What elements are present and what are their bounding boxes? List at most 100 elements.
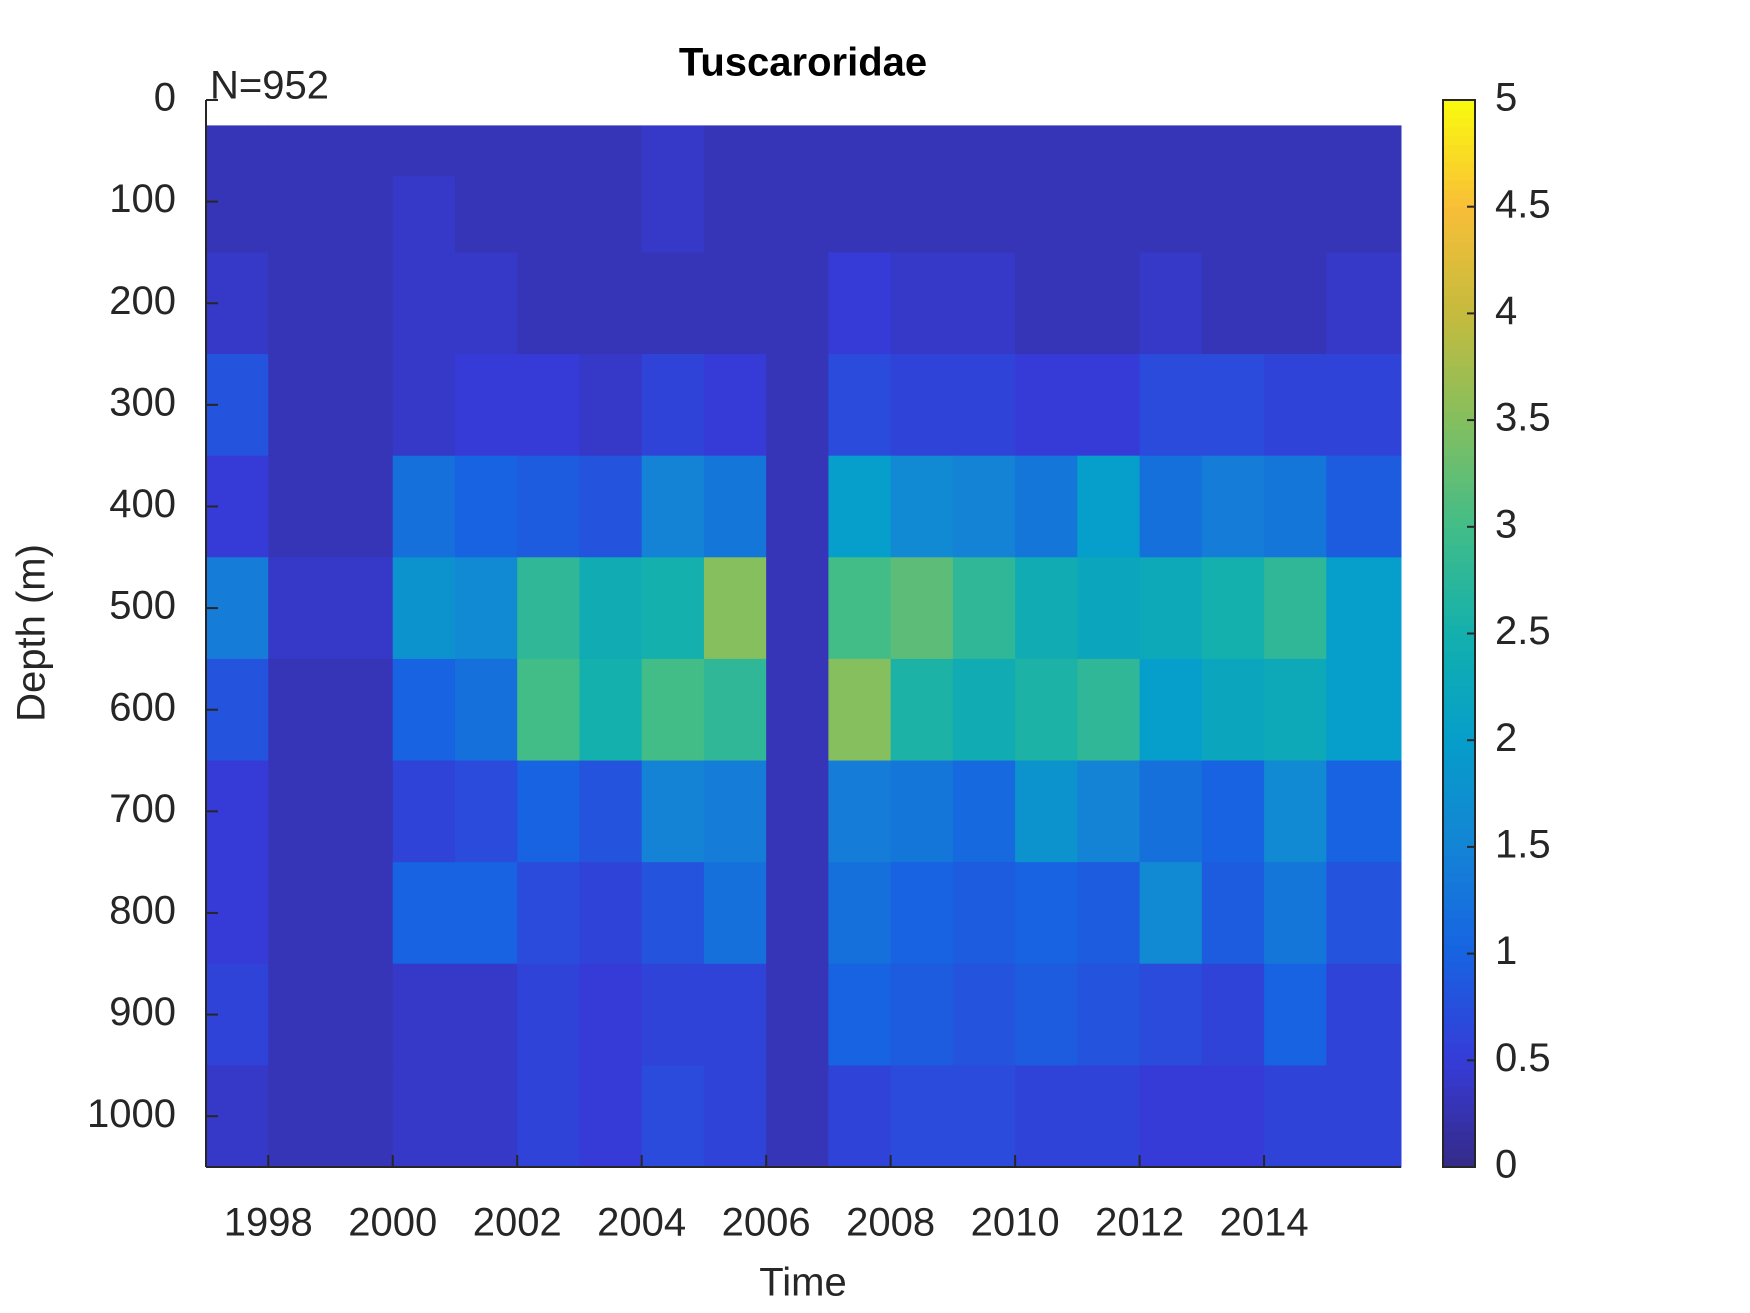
colorbar-swatch bbox=[1443, 1149, 1475, 1159]
heatmap-cell bbox=[1326, 557, 1402, 660]
colorbar-swatch bbox=[1443, 669, 1475, 679]
colorbar-swatch bbox=[1443, 926, 1475, 937]
colorbar-swatch bbox=[1443, 375, 1475, 386]
colorbar-tick-label: 5 bbox=[1495, 76, 1517, 120]
heatmap-cell bbox=[1139, 557, 1203, 660]
heatmap-cell bbox=[890, 1065, 954, 1168]
y-tick-label: 200 bbox=[109, 279, 176, 323]
heatmap-cell bbox=[1201, 252, 1265, 355]
colorbar-swatch bbox=[1443, 268, 1475, 279]
heatmap-cell bbox=[1139, 963, 1203, 1066]
heatmap-cell bbox=[890, 176, 954, 253]
colorbar-swatch bbox=[1443, 473, 1475, 483]
colorbar-swatch bbox=[1443, 918, 1475, 928]
colorbar-swatch bbox=[1443, 535, 1475, 546]
heatmap-cell bbox=[268, 455, 331, 558]
heatmap-cell bbox=[766, 1065, 829, 1168]
x-tick-label: 2002 bbox=[473, 1201, 562, 1245]
colorbar-swatch bbox=[1443, 180, 1475, 190]
colorbar-swatch bbox=[1443, 260, 1475, 270]
colorbar-swatch bbox=[1443, 277, 1475, 288]
heatmap-cell bbox=[641, 658, 705, 762]
heatmap-cell bbox=[766, 862, 829, 965]
colorbar-swatch bbox=[1443, 304, 1475, 314]
heatmap-cell bbox=[1015, 455, 1078, 558]
heatmap-cell bbox=[268, 125, 331, 177]
colorbar-swatch bbox=[1443, 695, 1475, 706]
colorbar-swatch bbox=[1443, 615, 1475, 626]
colorbar-swatch bbox=[1443, 1051, 1475, 1061]
heatmap-cell bbox=[392, 354, 456, 457]
heatmap-cell bbox=[1077, 862, 1141, 965]
heatmap-cell bbox=[890, 354, 954, 457]
x-tick-label: 2012 bbox=[1095, 1201, 1184, 1245]
colorbar-swatch bbox=[1443, 597, 1475, 608]
colorbar-swatch bbox=[1443, 820, 1475, 830]
heatmap-cell bbox=[1139, 658, 1203, 762]
colorbar-swatch bbox=[1443, 1078, 1475, 1088]
colorbar-tick-label: 1 bbox=[1495, 929, 1517, 973]
heatmap-cell bbox=[828, 963, 892, 1066]
heatmap-cell bbox=[1264, 760, 1327, 863]
heatmap-cell bbox=[952, 252, 1016, 355]
heatmap-cell bbox=[579, 176, 643, 253]
colorbar-swatch bbox=[1443, 651, 1475, 661]
heatmap-cell bbox=[1264, 125, 1327, 177]
heatmap-cell bbox=[268, 1065, 331, 1168]
colorbar-swatch bbox=[1443, 642, 1475, 652]
heatmap-cell bbox=[579, 455, 643, 558]
heatmap-cell bbox=[1015, 252, 1078, 355]
colorbar-tick-label: 1.5 bbox=[1495, 822, 1551, 866]
colorbar-swatch bbox=[1443, 322, 1475, 332]
heatmap-cell bbox=[330, 354, 394, 457]
heatmap-cell bbox=[952, 125, 1016, 177]
colorbar-swatch bbox=[1443, 891, 1475, 901]
heatmap-cell bbox=[392, 658, 456, 762]
heatmap-cell bbox=[454, 557, 518, 660]
heatmap-cell bbox=[579, 125, 643, 177]
heatmap-cell bbox=[517, 557, 580, 660]
heatmap-cell bbox=[1015, 354, 1078, 457]
heatmap-cell bbox=[392, 963, 456, 1066]
colorbar-swatch bbox=[1443, 677, 1475, 688]
heatmap-cell bbox=[766, 455, 829, 558]
heatmap-cell bbox=[1201, 862, 1265, 965]
heatmap-cell bbox=[952, 455, 1016, 558]
heatmap-cell bbox=[454, 862, 518, 965]
colorbar-swatch bbox=[1443, 135, 1475, 146]
heatmap-cell bbox=[330, 557, 394, 660]
colorbar-swatch bbox=[1443, 562, 1475, 572]
heatmap-cell bbox=[268, 557, 331, 660]
colorbar-swatch bbox=[1443, 873, 1475, 884]
colorbar-swatch bbox=[1443, 633, 1475, 643]
colorbar-swatch bbox=[1443, 1158, 1475, 1168]
heatmap-cell bbox=[1139, 125, 1203, 177]
heatmap-cell bbox=[517, 354, 580, 457]
heatmap-cell bbox=[828, 760, 892, 863]
heatmap-cell bbox=[517, 862, 580, 965]
heatmap-cell bbox=[1015, 862, 1078, 965]
heatmap-cell bbox=[766, 557, 829, 660]
heatmap-cell bbox=[1326, 963, 1402, 1066]
colorbar-swatch bbox=[1443, 571, 1475, 581]
colorbar-swatch bbox=[1443, 953, 1475, 964]
heatmap-cell bbox=[1077, 455, 1141, 558]
colorbar-swatch bbox=[1443, 126, 1475, 137]
heatmap-cell bbox=[1077, 658, 1141, 762]
heatmap-cell bbox=[268, 963, 331, 1066]
heatmap-cell bbox=[517, 658, 580, 762]
colorbar-swatch bbox=[1443, 1131, 1475, 1141]
heatmap-cell bbox=[579, 1065, 643, 1168]
colorbar-swatch bbox=[1443, 998, 1475, 1008]
heatmap-cell bbox=[1264, 862, 1327, 965]
colorbar-swatch bbox=[1443, 295, 1475, 306]
colorbar-swatch bbox=[1443, 935, 1475, 946]
colorbar-swatch bbox=[1443, 962, 1475, 972]
colorbar-swatch bbox=[1443, 162, 1475, 172]
colorbar-swatch bbox=[1443, 313, 1475, 323]
colorbar-swatch bbox=[1443, 829, 1475, 839]
colorbar-swatch bbox=[1443, 980, 1475, 990]
colorbar-swatch bbox=[1443, 1095, 1475, 1106]
